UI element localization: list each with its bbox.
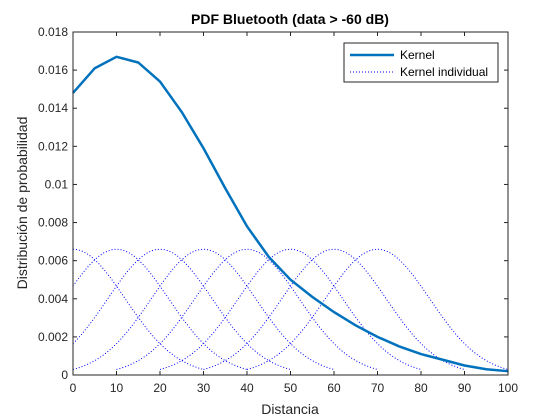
individual-kernel-curve — [72, 248, 204, 370]
x-axis-ticks: 0 10 20 30 40 50 60 70 80 90 100 — [70, 32, 518, 395]
chart-title: PDF Bluetooth (data > -60 dB) — [191, 11, 389, 27]
x-tick-label: 10 — [110, 381, 124, 395]
legend-kernel-label: Kernel — [400, 48, 435, 62]
x-tick-label: 60 — [327, 381, 341, 395]
x-tick-label: 40 — [240, 381, 254, 395]
x-tick-label: 0 — [70, 381, 77, 395]
y-axis-ticks: 0 0.002 0.004 0.006 0.008 0.01 0.012 0.014 0.016… — [38, 25, 508, 382]
individual-kernel-curve — [72, 248, 335, 370]
legend: Kernel Kernel individual — [343, 42, 499, 83]
individual-kernel-curve — [203, 248, 465, 370]
y-tick-label: 0.008 — [38, 216, 68, 230]
y-tick-label: 0.016 — [38, 63, 68, 77]
y-axis-label: Distribución de probabilidad — [14, 117, 30, 290]
legend-individual-label: Kernel individual — [400, 65, 488, 79]
y-tick-label: 0.018 — [38, 25, 68, 39]
x-tick-label: 70 — [371, 381, 385, 395]
y-tick-label: 0 — [61, 368, 68, 382]
y-tick-label: 0.012 — [38, 139, 68, 153]
plot-area — [73, 32, 508, 375]
y-tick-label: 0.006 — [38, 254, 68, 268]
x-tick-label: 30 — [197, 381, 211, 395]
individual-kernel-curve — [246, 248, 509, 370]
kernel-line — [72, 55, 509, 373]
legend-box — [343, 42, 499, 83]
y-tick-label: 0.01 — [45, 177, 69, 191]
x-tick-label: 100 — [498, 381, 518, 395]
x-tick-label: 90 — [458, 381, 472, 395]
y-tick-label: 0.014 — [38, 101, 68, 115]
individual-kernel-curve — [159, 248, 422, 370]
y-tick-label: 0.002 — [38, 330, 68, 344]
y-tick-label: 0.004 — [38, 292, 68, 306]
x-tick-label: 80 — [414, 381, 428, 395]
x-tick-label: 50 — [284, 381, 298, 395]
x-tick-label: 20 — [153, 381, 167, 395]
individual-kernel-curve — [116, 248, 378, 370]
x-axis-label: Distancia — [261, 401, 319, 417]
individual-kernel-series — [72, 248, 509, 370]
